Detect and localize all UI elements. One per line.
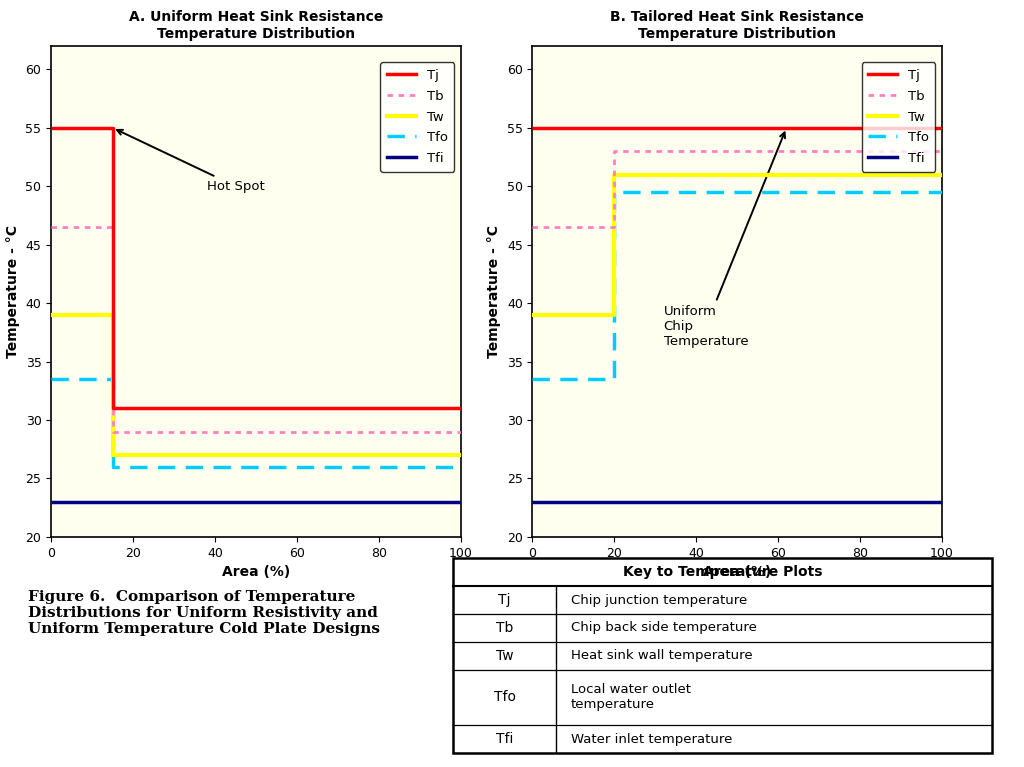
Text: Chip junction temperature: Chip junction temperature [570, 594, 746, 607]
Text: Chip back side temperature: Chip back side temperature [570, 621, 757, 634]
Text: Tfi: Tfi [496, 732, 513, 746]
Text: Water inlet temperature: Water inlet temperature [570, 732, 732, 746]
Text: Tj: Tj [499, 593, 511, 607]
Text: Tw: Tw [496, 649, 513, 663]
Y-axis label: Temperature - °C: Temperature - °C [487, 225, 501, 358]
Legend: Tj, Tb, Tw, Tfo, Tfi: Tj, Tb, Tw, Tfo, Tfi [862, 62, 936, 172]
Text: Tfo: Tfo [494, 690, 516, 705]
Y-axis label: Temperature - °C: Temperature - °C [6, 225, 19, 358]
Text: Tb: Tb [496, 621, 513, 635]
Text: Local water outlet
temperature: Local water outlet temperature [570, 683, 690, 712]
Legend: Tj, Tb, Tw, Tfo, Tfi: Tj, Tb, Tw, Tfo, Tfi [381, 62, 455, 172]
Text: Key to Temperature Plots: Key to Temperature Plots [623, 565, 822, 579]
X-axis label: Area (%): Area (%) [703, 565, 771, 579]
Text: Hot Spot: Hot Spot [117, 130, 264, 193]
Title: A. Uniform Heat Sink Resistance
Temperature Distribution: A. Uniform Heat Sink Resistance Temperat… [129, 11, 383, 41]
Text: Heat sink wall temperature: Heat sink wall temperature [570, 650, 753, 662]
Text: Uniform
Chip
Temperature: Uniform Chip Temperature [664, 133, 785, 348]
Text: Figure 6.  Comparison of Temperature
Distributions for Uniform Resistivity and
U: Figure 6. Comparison of Temperature Dist… [29, 590, 380, 636]
X-axis label: Area (%): Area (%) [222, 565, 290, 579]
Title: B. Tailored Heat Sink Resistance
Temperature Distribution: B. Tailored Heat Sink Resistance Tempera… [610, 11, 864, 41]
